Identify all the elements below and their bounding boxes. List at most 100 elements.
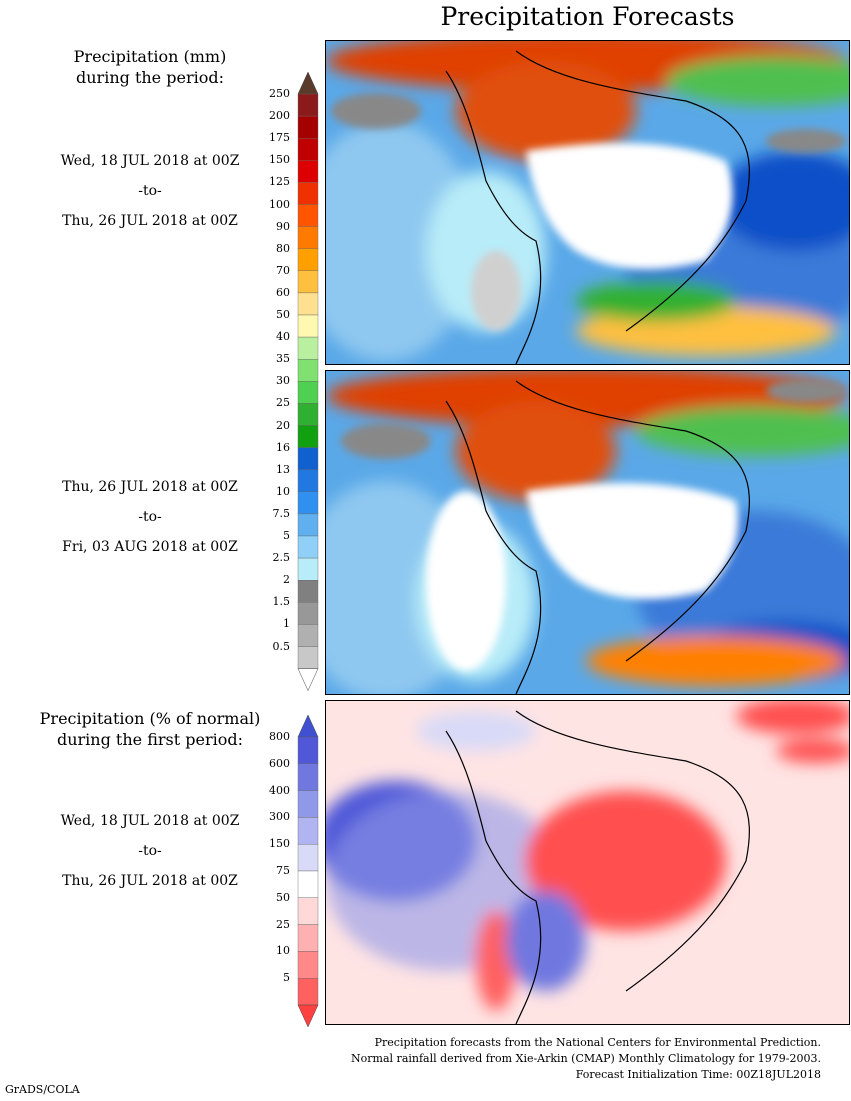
amount-swatch bbox=[297, 447, 319, 470]
amount-swatch bbox=[297, 557, 319, 581]
amount-top-arrow bbox=[297, 72, 319, 95]
amount-swatch bbox=[297, 580, 319, 603]
amount-swatch bbox=[297, 403, 319, 426]
amount-tick-label: 1.5 bbox=[272, 595, 291, 609]
period1-end: Thu, 26 JUL 2018 at 00Z bbox=[62, 213, 238, 229]
amount-swatch bbox=[297, 182, 319, 205]
period3-start: Wed, 18 JUL 2018 at 00Z bbox=[60, 813, 240, 829]
amount-swatch bbox=[297, 624, 319, 647]
amount-swatch bbox=[297, 646, 319, 669]
percent-legend-heading: Precipitation (% of normal) during the f… bbox=[0, 708, 300, 750]
amount-tick-label: 80 bbox=[276, 241, 290, 255]
amount-tick-label: 100 bbox=[269, 197, 290, 211]
percent-swatch bbox=[297, 736, 319, 764]
percent-swatch bbox=[297, 951, 319, 979]
amount-tick-label: 50 bbox=[276, 308, 290, 321]
amount-tick-label: 16 bbox=[276, 440, 290, 454]
amount-tick-label: 5 bbox=[283, 529, 290, 542]
amount-tick-label: 25 bbox=[276, 396, 290, 410]
percent-swatch bbox=[297, 843, 319, 872]
amount-tick-label: 2 bbox=[283, 573, 290, 587]
percent-swatch bbox=[297, 978, 319, 1006]
map-period2 bbox=[325, 370, 850, 695]
amount-tick-label: 60 bbox=[276, 285, 290, 299]
percent-tick-label: 300 bbox=[269, 810, 290, 824]
footer-source: Precipitation forecasts from the Nationa… bbox=[374, 1036, 821, 1049]
footer-climatology: Normal rainfall derived from Xie-Arkin (… bbox=[351, 1052, 821, 1065]
amount-swatch bbox=[297, 270, 319, 294]
amount-swatch bbox=[297, 491, 319, 515]
percent-swatch bbox=[297, 870, 319, 898]
amount-legend-heading: Precipitation (mm) during the period: bbox=[0, 46, 300, 88]
amount-tick-label: 200 bbox=[269, 109, 290, 123]
percent-tick-label: 25 bbox=[276, 917, 290, 931]
amount-tick-label: 35 bbox=[276, 352, 290, 366]
amount-tick-label: 2.5 bbox=[272, 551, 291, 565]
period3-end: Thu, 26 JUL 2018 at 00Z bbox=[62, 873, 238, 889]
amount-tick-label: 20 bbox=[276, 418, 290, 432]
amount-tick-label: 125 bbox=[269, 175, 290, 189]
amount-tick-label: 30 bbox=[276, 374, 290, 388]
percent-swatch bbox=[297, 790, 319, 818]
map-period1 bbox=[325, 40, 850, 365]
amount-bottom-arrow bbox=[297, 668, 319, 692]
percent-top-arrow bbox=[297, 715, 319, 738]
amount-tick-label: 7.5 bbox=[272, 506, 291, 520]
amount-swatch bbox=[297, 248, 319, 271]
amount-tick-label: 250 bbox=[269, 87, 290, 100]
amount-swatch bbox=[297, 226, 319, 249]
amount-swatch bbox=[297, 137, 319, 161]
period2-sep: -to- bbox=[138, 509, 162, 525]
amount-tick-label: 13 bbox=[276, 462, 290, 476]
amount-swatch bbox=[297, 535, 319, 559]
amount-swatch bbox=[297, 314, 319, 338]
percent-tick-label: 150 bbox=[269, 837, 290, 851]
percent-swatch bbox=[297, 924, 319, 952]
amount-swatch bbox=[297, 292, 319, 316]
percent-swatch bbox=[297, 897, 319, 925]
amount-tick-label: 1 bbox=[283, 617, 290, 631]
amount-swatch bbox=[297, 513, 319, 537]
amount-swatch bbox=[297, 381, 319, 404]
percent-tick-label: 10 bbox=[276, 944, 290, 958]
page-title: Precipitation Forecasts bbox=[440, 2, 735, 31]
percent-tick-label: 400 bbox=[269, 783, 290, 797]
map-percent-normal bbox=[325, 700, 850, 1025]
period1-start: Wed, 18 JUL 2018 at 00Z bbox=[60, 153, 240, 169]
amount-tick-label: 40 bbox=[276, 330, 290, 344]
percent-tick-label: 75 bbox=[276, 864, 290, 877]
period2-end: Fri, 03 AUG 2018 at 00Z bbox=[62, 539, 238, 555]
percent-tick-label: 50 bbox=[276, 890, 290, 904]
amount-swatch bbox=[297, 469, 319, 493]
amount-tick-label: 90 bbox=[276, 219, 290, 233]
period1-sep: -to- bbox=[138, 183, 162, 199]
percent-swatch bbox=[297, 817, 319, 845]
amount-color-bar bbox=[297, 72, 319, 692]
amount-swatch bbox=[297, 204, 319, 227]
footer-init-time: Forecast Initialization Time: 00Z18JUL20… bbox=[575, 1068, 821, 1081]
amount-swatch bbox=[297, 160, 319, 183]
percent-swatch bbox=[297, 763, 319, 791]
amount-swatch bbox=[297, 115, 319, 139]
amount-heading-line1: Precipitation (mm) bbox=[73, 47, 227, 66]
amount-tick-label: 175 bbox=[269, 131, 290, 145]
amount-swatch bbox=[297, 336, 319, 360]
amount-swatch bbox=[297, 359, 319, 382]
credit-label: GrADS/COLA bbox=[5, 1083, 80, 1096]
percent-tick-label: 600 bbox=[269, 756, 290, 770]
percent-color-bar bbox=[297, 715, 319, 1028]
amount-swatch bbox=[297, 602, 319, 625]
amount-swatch bbox=[297, 93, 319, 117]
period2-start: Thu, 26 JUL 2018 at 00Z bbox=[62, 479, 238, 495]
percent-heading-line1: Precipitation (% of normal) bbox=[39, 709, 261, 728]
amount-tick-label: 0.5 bbox=[272, 639, 291, 653]
amount-tick-label: 70 bbox=[276, 263, 290, 277]
amount-tick-label: 10 bbox=[276, 484, 290, 498]
amount-heading-line2: during the period: bbox=[76, 68, 224, 87]
percent-tick-label: 5 bbox=[283, 971, 290, 985]
percent-heading-line2: during the first period: bbox=[56, 730, 244, 749]
amount-tick-label: 150 bbox=[269, 153, 290, 167]
period3-sep: -to- bbox=[138, 843, 162, 859]
amount-swatch bbox=[297, 425, 319, 448]
percent-bottom-arrow bbox=[297, 1004, 319, 1028]
